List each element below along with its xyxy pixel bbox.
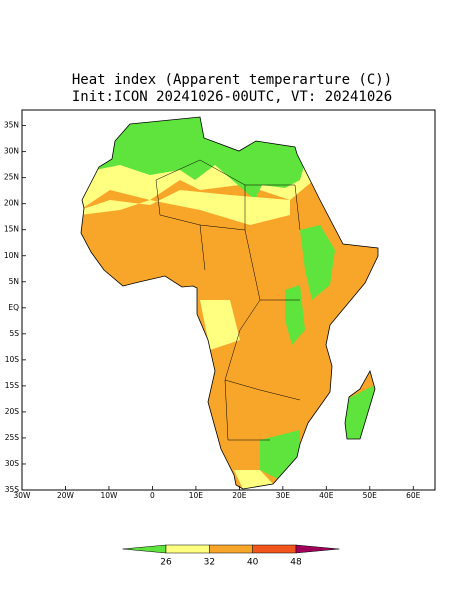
coastline <box>80 116 379 490</box>
x-tick-label: 20W <box>57 491 75 500</box>
y-tick-label: 5S <box>9 329 19 338</box>
borders <box>155 159 301 441</box>
y-tick-label: 35N <box>4 121 19 130</box>
y-tick-label: 30S <box>5 459 20 468</box>
y-tick-label: 25S <box>5 433 20 442</box>
x-tick-label: 30W <box>14 491 32 500</box>
map-title: Heat index (Apparent temperarture (C)) <box>72 72 392 88</box>
x-tick-label: 40E <box>319 491 334 500</box>
x-tick-label: 50E <box>363 491 378 500</box>
heat-field <box>81 117 378 489</box>
y-tick-label: 15S <box>5 381 20 390</box>
colorbar-low <box>122 544 167 554</box>
y-tick-label: 10S <box>5 355 20 364</box>
colorbar-high <box>295 544 340 554</box>
y-tick-label: 20N <box>4 199 19 208</box>
colorbar-box <box>252 544 297 554</box>
y-tick-label: 10N <box>4 251 19 260</box>
y-tick-label: 20S <box>5 407 20 416</box>
y-tick-label: 5N <box>9 277 19 286</box>
map-subtitle: Init:ICON 20241026-00UTC, VT: 20241026 <box>72 89 392 105</box>
x-tick-label: 10W <box>100 491 118 500</box>
colorbar-label: 32 <box>204 558 215 568</box>
y-tick-label: 30N <box>4 147 19 156</box>
x-tick-label: 60E <box>406 491 421 500</box>
colorbar-label: 48 <box>290 558 302 568</box>
colorbar-label: 40 <box>247 558 259 568</box>
map-frame <box>21 109 436 491</box>
x-tick-label: 30E <box>276 491 291 500</box>
y-tick-label: EQ <box>8 303 19 312</box>
x-tick-label: 0 <box>150 491 155 500</box>
y-tick-label: 15N <box>4 225 19 234</box>
y-tick-label: 35S <box>5 485 20 494</box>
y-tick-label: 25N <box>4 173 19 182</box>
x-tick-label: 10E <box>189 491 204 500</box>
colorbar-box <box>165 544 210 554</box>
colorbar-label: 26 <box>160 558 172 568</box>
x-tick-label: 20E <box>232 491 247 500</box>
colorbar-box <box>209 544 253 554</box>
